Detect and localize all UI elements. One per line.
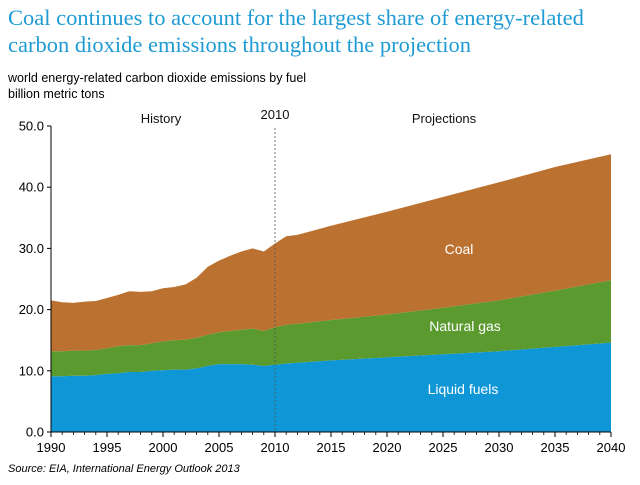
- divider-year-label: 2010: [261, 107, 290, 122]
- x-tick-label: 2025: [429, 440, 458, 455]
- area-natural-gas: [51, 280, 611, 377]
- projections-label: Projections: [412, 111, 477, 126]
- area-liquid-fuels: [51, 342, 611, 432]
- x-tick-label: 1995: [93, 440, 122, 455]
- x-tick-label: 2005: [205, 440, 234, 455]
- area-coal: [51, 154, 611, 352]
- history-label: History: [141, 111, 182, 126]
- y-tick-label: 0.0: [26, 425, 44, 440]
- chart-subtitle: world energy-related carbon dioxide emis…: [8, 71, 307, 85]
- x-tick-label: 2015: [317, 440, 346, 455]
- x-tick-label: 2040: [597, 440, 626, 455]
- series-label-liquid-fuels: Liquid fuels: [428, 381, 499, 397]
- y-tick-label: 30.0: [19, 241, 44, 256]
- series-label-coal: Coal: [445, 241, 474, 257]
- x-tick-label: 1990: [37, 440, 66, 455]
- x-tick-label: 2035: [541, 440, 570, 455]
- y-tick-label: 40.0: [19, 180, 44, 195]
- x-tick-label: 2020: [373, 440, 402, 455]
- y-tick-label: 20.0: [19, 302, 44, 317]
- area-layers: [51, 154, 611, 432]
- y-tick-label: 10.0: [19, 363, 44, 378]
- chart-units: billion metric tons: [8, 87, 105, 101]
- chart-title: Coal continues to account for the larges…: [8, 5, 584, 57]
- x-tick-label: 2000: [149, 440, 178, 455]
- x-tick-label: 2010: [261, 440, 290, 455]
- chart-labels: History 2010 Projections Liquid fuels Natura…: [141, 107, 501, 397]
- axes: 0.0 10.0 20.0 30.0 40.0 50.0 1990 1995 2000 2005 2…: [19, 119, 626, 456]
- x-tick-label: 2030: [485, 440, 514, 455]
- series-label-natural-gas: Natural gas: [429, 318, 501, 334]
- source-note: Source: EIA, International Energy Outloo…: [8, 463, 240, 475]
- y-tick-label: 50.0: [19, 119, 44, 134]
